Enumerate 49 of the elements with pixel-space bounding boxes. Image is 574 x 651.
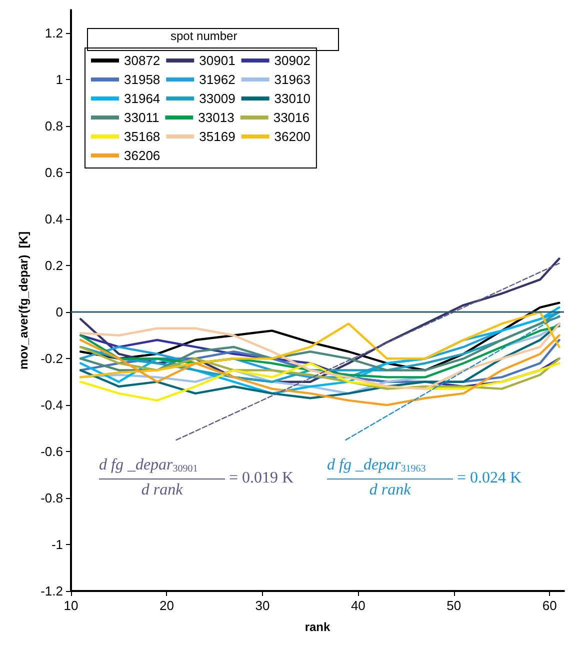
legend-label: 33011: [124, 110, 160, 125]
y-tick-label: 1.2: [44, 26, 63, 41]
legend-label: 35169: [199, 129, 236, 144]
legend-label: 33013: [198, 110, 234, 125]
x-tick-label: 20: [159, 598, 174, 613]
y-tick-label: -0.6: [40, 444, 63, 460]
legend-label: 31963: [274, 72, 310, 87]
y-tick-label: 0.8: [44, 118, 63, 134]
y-tick-label: -0.4: [40, 398, 63, 413]
annotation: d rank: [369, 482, 412, 498]
x-axis-title: rank: [304, 620, 330, 634]
legend-label: 30872: [124, 53, 160, 68]
annotation: = 0.019 K: [229, 470, 294, 486]
y-tick-label: -1.2: [40, 584, 63, 598]
y-tick-label: 0.4: [44, 212, 63, 227]
y-tick-label: -0.2: [40, 351, 63, 366]
legend-label: 31962: [199, 72, 236, 87]
line-series: [79, 334, 560, 406]
line-series: [79, 306, 560, 395]
legend-label: 36200: [274, 129, 310, 144]
y-tick-label: -0.8: [40, 490, 63, 506]
y-tick-label: 0.2: [44, 258, 63, 274]
x-tick-label: 40: [350, 598, 366, 613]
line-series: [79, 362, 560, 402]
line-series: [79, 302, 560, 372]
legend-label: 30902: [274, 53, 310, 68]
x-tick-label: 10: [64, 598, 78, 613]
line-series: [79, 324, 560, 378]
annotation: d rank: [141, 482, 184, 498]
legend-label: 33009: [199, 91, 236, 106]
y-axis-title: mov_aver(fg_depar) [K]: [16, 231, 31, 370]
legend-label: 36206: [124, 148, 160, 163]
legend-title: spot number: [170, 29, 238, 43]
legend-label: 31958: [124, 72, 160, 87]
legend-label: 33016: [273, 110, 310, 125]
line-series: [79, 346, 560, 390]
legend-label: 33010: [274, 91, 310, 106]
x-tick-label: 50: [446, 598, 462, 613]
x-tick-label: 60: [542, 598, 557, 613]
y-tick-label: 1: [56, 72, 63, 88]
y-tick-label: -1: [51, 537, 63, 552]
y-tick-label: 0: [56, 304, 63, 320]
legend-label: 30901: [199, 53, 236, 68]
line-series: [79, 316, 560, 372]
legend-label: 31964: [124, 91, 160, 106]
annotation: = 0.024 K: [457, 470, 522, 486]
y-tick-label: 0.6: [44, 165, 63, 180]
x-tick-label: 30: [255, 598, 270, 613]
legend-label: 35168: [124, 129, 160, 144]
